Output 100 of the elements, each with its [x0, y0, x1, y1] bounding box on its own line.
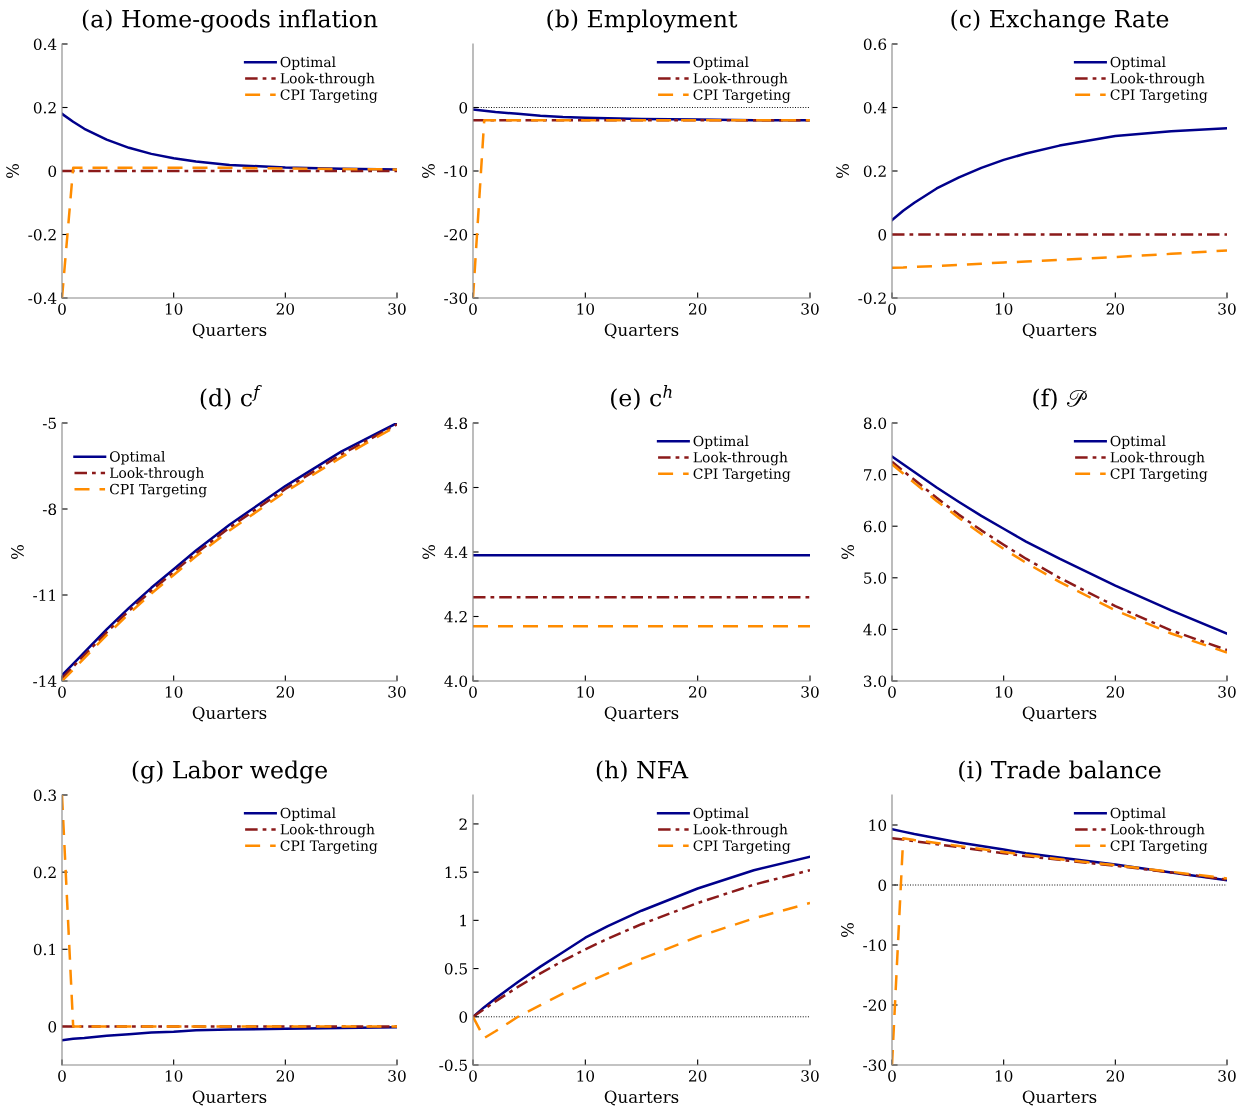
- chart-title: (b) Employment: [547, 9, 738, 33]
- y-tick-label: 0: [459, 1011, 468, 1023]
- x-tick-label: 10: [577, 1070, 595, 1082]
- y-tick-label: 6.0: [863, 520, 887, 533]
- legend-label: Look-through: [693, 451, 788, 466]
- y-tick-label: 0: [48, 1020, 57, 1033]
- x-tick-label: 10: [995, 1070, 1013, 1082]
- x-tick-label: 10: [165, 686, 183, 698]
- x-tick-label: 0: [888, 1070, 896, 1082]
- y-tick-label: -10: [863, 939, 887, 952]
- chart-title: (g) Labor wedge: [132, 760, 327, 784]
- x-tick-label: 30: [388, 1070, 406, 1082]
- legend-label: Look-through: [280, 72, 375, 87]
- y-tick-label: 4.0: [444, 675, 468, 688]
- y-tick-label: 0: [459, 101, 468, 114]
- x-tick-label: 20: [276, 303, 295, 315]
- x-tick-label: 0: [469, 303, 477, 315]
- x-tick-label: 20: [276, 1070, 295, 1082]
- legend-label: CPI Targeting: [280, 89, 378, 103]
- y-tick-label: 10: [869, 819, 887, 832]
- chart-title: (d) c$^{f}$: [200, 385, 262, 410]
- y-tick-label: 0.4: [33, 38, 57, 51]
- y-tick-label: 3.0: [864, 675, 887, 688]
- x-tick-label: 30: [801, 686, 819, 698]
- y-tick-label: 5.0: [864, 572, 887, 584]
- y-tick-label: 0.2: [33, 101, 56, 114]
- y-axis-title: %: [841, 545, 855, 559]
- x-tick-label: 0: [469, 686, 477, 698]
- x-tick-label: 20: [1106, 303, 1125, 315]
- legend-label: Look-through: [1110, 451, 1205, 466]
- x-axis-title: Quarters: [192, 323, 267, 339]
- chart-title: (h) NFA: [596, 760, 689, 783]
- x-tick-label: 30: [1218, 686, 1236, 698]
- x-tick-label: 10: [577, 303, 595, 315]
- y-tick-label: -20: [863, 999, 887, 1012]
- legend-label: CPI Targeting: [1110, 468, 1208, 482]
- y-tick-label: -5: [42, 417, 56, 430]
- y-tick-label: 0.1: [33, 943, 55, 956]
- legend-label: Optimal: [693, 435, 749, 449]
- y-axis-title: %: [422, 164, 435, 178]
- y-tick-label: -0.5: [439, 1059, 467, 1072]
- legend-label: CPI Targeting: [693, 840, 791, 854]
- line-series: [473, 901, 810, 1040]
- y-tick-label: 0.3: [33, 789, 57, 802]
- y-tick-label: -0.2: [858, 292, 886, 305]
- legend-label: Look-through: [280, 823, 375, 838]
- y-tick-label: -30: [863, 1059, 887, 1072]
- legend-label: Optimal: [1110, 807, 1166, 821]
- x-tick-label: 10: [577, 686, 595, 698]
- legend-label: Look-through: [693, 72, 788, 87]
- y-axis-title: %: [422, 545, 436, 559]
- x-tick-label: 30: [801, 1070, 819, 1082]
- x-tick-label: 10: [165, 303, 183, 315]
- x-tick-label: 0: [58, 686, 66, 698]
- y-tick-label: 0: [878, 879, 887, 892]
- y-tick-label: 1: [460, 914, 466, 927]
- x-tick-label: 20: [1106, 1070, 1125, 1082]
- line-series: [892, 836, 1227, 881]
- y-tick-label: 8.0: [863, 417, 887, 430]
- chart-title: (a) Home-goods inflation: [82, 9, 378, 33]
- legend-label: CPI Targeting: [693, 89, 791, 103]
- x-tick-label: 30: [1218, 303, 1236, 315]
- y-tick-label: 4.0: [863, 623, 887, 636]
- legend-label: Optimal: [110, 450, 165, 465]
- y-tick-label: 2: [459, 818, 467, 830]
- x-axis-title: Quarters: [192, 1090, 267, 1106]
- y-tick-label: 4.4: [444, 546, 468, 559]
- legend-label: Optimal: [1110, 56, 1166, 70]
- y-tick-label: 1.5: [445, 866, 467, 879]
- y-tick-label: -8: [42, 503, 57, 516]
- y-tick-label: 7.0: [864, 469, 887, 481]
- y-tick-label: -10: [444, 165, 468, 178]
- y-tick-label: 0.4: [863, 101, 887, 114]
- x-tick-label: 30: [388, 303, 406, 315]
- y-tick-label: 4.8: [444, 417, 468, 430]
- x-axis-title: Quarters: [192, 706, 267, 722]
- legend-label: Optimal: [693, 807, 749, 821]
- legend-label: Optimal: [1110, 435, 1166, 449]
- x-tick-label: 0: [469, 1070, 477, 1082]
- x-tick-label: 10: [995, 686, 1013, 698]
- legend-label: CPI Targeting: [693, 468, 791, 482]
- x-tick-label: 10: [165, 1070, 183, 1082]
- x-tick-label: 30: [801, 303, 819, 315]
- line-series: [892, 249, 1227, 270]
- legend-label: CPI Targeting: [1110, 89, 1208, 103]
- legend-label: Look-through: [1110, 72, 1205, 87]
- y-tick-label: -0.4: [28, 292, 57, 305]
- y-tick-label: 0.6: [863, 38, 887, 51]
- chart-title: (e) c$^{h}$: [611, 385, 672, 410]
- x-axis-title: Quarters: [604, 1090, 679, 1106]
- chart-title: (c) Exchange Rate: [951, 9, 1169, 33]
- x-tick-label: 20: [688, 1070, 707, 1082]
- y-tick-label: 0: [878, 228, 887, 241]
- y-axis-title: %: [11, 545, 24, 559]
- y-axis-title: %: [6, 164, 19, 178]
- legend-label: CPI Targeting: [280, 840, 378, 854]
- x-tick-label: 0: [58, 303, 66, 315]
- y-tick-label: 0.5: [444, 963, 467, 975]
- y-tick-label: 0: [48, 165, 57, 178]
- y-tick-label: -20: [444, 228, 468, 241]
